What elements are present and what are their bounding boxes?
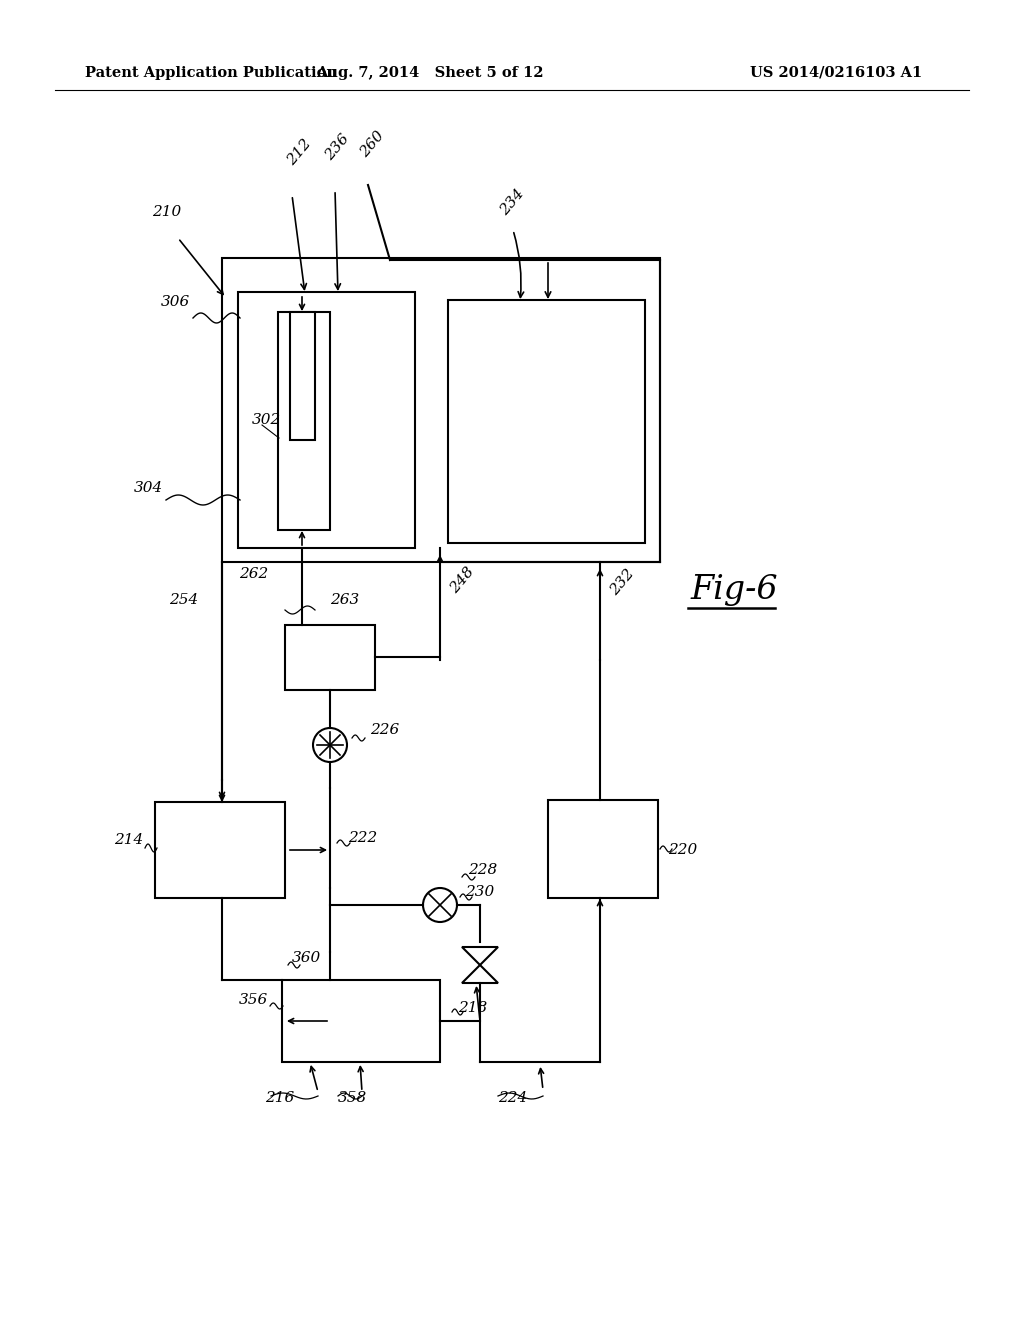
Text: 236: 236 [323,132,352,162]
Text: 220: 220 [668,843,697,857]
Text: 210: 210 [152,205,181,219]
Bar [222,257,660,562]
Polygon shape [462,965,498,983]
Text: 360: 360 [292,950,322,965]
Text: Aug. 7, 2014   Sheet 5 of 12: Aug. 7, 2014 Sheet 5 of 12 [316,66,544,81]
Bar [282,979,440,1063]
Bar [238,292,415,548]
Text: 356: 356 [239,993,268,1007]
Text: 254: 254 [169,593,198,607]
Bar [155,803,285,898]
Circle shape [423,888,457,921]
Text: 216: 216 [265,1092,294,1105]
Text: 304: 304 [134,480,163,495]
Text: US 2014/0216103 A1: US 2014/0216103 A1 [750,66,923,81]
Text: 260: 260 [358,128,387,160]
Text: 263: 263 [330,593,359,607]
Circle shape [313,729,347,762]
Text: 262: 262 [239,568,268,581]
Text: 212: 212 [285,136,314,168]
Text: 222: 222 [348,832,377,845]
Text: Fig-6: Fig-6 [690,574,777,606]
Text: 218: 218 [458,1001,487,1015]
Text: 306: 306 [161,294,190,309]
Bar [278,312,330,531]
Bar [285,624,375,690]
Text: 214: 214 [114,833,143,847]
Bar [290,312,315,440]
Text: 230: 230 [465,884,495,899]
Text: 226: 226 [370,723,399,737]
Polygon shape [462,946,498,965]
Bar [548,800,658,898]
Text: 248: 248 [449,564,477,595]
Text: Patent Application Publication: Patent Application Publication [85,66,337,81]
Text: 234: 234 [498,186,527,218]
Text: 232: 232 [608,566,638,598]
Text: 358: 358 [338,1092,368,1105]
Text: 224: 224 [498,1092,527,1105]
Bar [449,300,645,543]
Text: 302: 302 [252,413,282,426]
Text: 228: 228 [468,863,498,876]
